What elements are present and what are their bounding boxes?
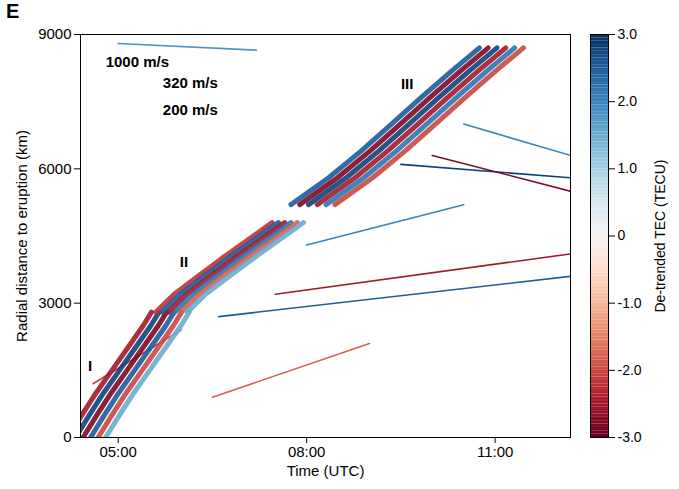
svg-text:1.0: 1.0 <box>618 160 638 176</box>
svg-text:III: III <box>401 75 414 92</box>
svg-text:320 m/s: 320 m/s <box>163 74 218 91</box>
svg-text:3000: 3000 <box>38 294 71 311</box>
svg-text:1000 m/s: 1000 m/s <box>106 53 169 70</box>
svg-text:Time (UTC): Time (UTC) <box>287 462 365 479</box>
svg-text:200 m/s: 200 m/s <box>163 101 218 118</box>
svg-text:0: 0 <box>618 227 626 243</box>
svg-text:9000: 9000 <box>38 25 71 42</box>
svg-text:3.0: 3.0 <box>618 26 638 42</box>
svg-text:6000: 6000 <box>38 160 71 177</box>
svg-text:-3.0: -3.0 <box>618 429 642 445</box>
svg-text:II: II <box>180 253 188 270</box>
svg-text:11:00: 11:00 <box>477 443 513 460</box>
svg-text:I: I <box>88 357 92 374</box>
html-text:E: E <box>6 0 20 22</box>
svg-text:De-trended TEC (TECU): De-trended TEC (TECU) <box>652 159 668 312</box>
svg-text:08:00: 08:00 <box>288 443 326 460</box>
svg-text:05:00: 05:00 <box>99 443 137 460</box>
svg-text:0: 0 <box>63 428 71 445</box>
svg-text:-1.0: -1.0 <box>618 295 642 311</box>
svg-text:Radial distance to eruption (k: Radial distance to eruption (km) <box>13 130 30 342</box>
svg-text:2.0: 2.0 <box>618 93 638 109</box>
svg-text:-2.0: -2.0 <box>618 362 642 378</box>
